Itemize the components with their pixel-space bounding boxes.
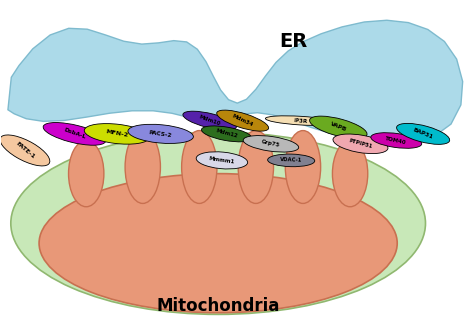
Ellipse shape [397,123,450,144]
Ellipse shape [43,123,106,145]
Ellipse shape [265,116,336,126]
Ellipse shape [310,116,367,138]
Ellipse shape [69,141,104,207]
Ellipse shape [217,110,269,131]
Ellipse shape [268,154,315,167]
Ellipse shape [243,136,299,152]
Text: Mdm12: Mdm12 [215,129,238,139]
Text: FATE-1: FATE-1 [14,141,36,160]
Text: BAP31: BAP31 [412,128,434,140]
Text: IP3R: IP3R [293,118,308,124]
Text: TOM40: TOM40 [385,136,407,145]
Text: Grp75: Grp75 [261,139,281,148]
Ellipse shape [125,131,160,203]
Text: MFN-2: MFN-2 [105,129,128,138]
Ellipse shape [238,131,273,203]
Ellipse shape [371,133,422,148]
Ellipse shape [201,126,252,142]
Text: ER: ER [279,32,308,51]
Text: Mdm34: Mdm34 [231,114,254,128]
Ellipse shape [196,152,247,169]
Ellipse shape [84,124,149,144]
Text: VAPB: VAPB [329,122,347,133]
Text: VDAC-1: VDAC-1 [280,158,302,163]
Ellipse shape [183,111,237,130]
Ellipse shape [333,134,388,154]
Ellipse shape [0,135,50,166]
Text: PTPIP51: PTPIP51 [348,138,373,149]
Ellipse shape [285,131,320,203]
Ellipse shape [182,131,217,203]
Text: Mdm10: Mdm10 [198,115,221,127]
Text: DsbA-L: DsbA-L [63,128,86,140]
Text: Mitochondria: Mitochondria [156,297,280,315]
Ellipse shape [332,141,368,207]
Ellipse shape [11,132,426,314]
Text: Mmmm1: Mmmm1 [209,156,235,165]
Ellipse shape [128,124,193,144]
Polygon shape [8,20,463,143]
Ellipse shape [39,174,397,313]
Text: PACS-2: PACS-2 [149,130,173,138]
